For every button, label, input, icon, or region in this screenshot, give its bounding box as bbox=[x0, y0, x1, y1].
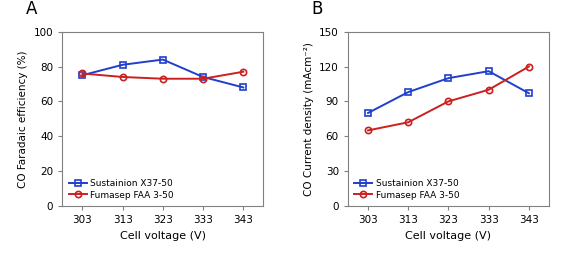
Sustainion X37-50 bbox=[445, 77, 452, 80]
Fumasep FAA 3-50 bbox=[119, 76, 126, 79]
Fumasep FAA 3-50 bbox=[405, 121, 411, 124]
Line: Sustainion X37-50: Sustainion X37-50 bbox=[365, 68, 532, 116]
Sustainion X37-50 bbox=[200, 76, 207, 79]
Text: A: A bbox=[26, 0, 37, 18]
Y-axis label: CO Faradaic efficiency (%): CO Faradaic efficiency (%) bbox=[18, 50, 28, 187]
Legend: Sustainion X37-50, Fumasep FAA 3-50: Sustainion X37-50, Fumasep FAA 3-50 bbox=[67, 177, 175, 201]
Fumasep FAA 3-50 bbox=[200, 77, 207, 80]
Y-axis label: CO Current density (mAcm⁻²): CO Current density (mAcm⁻²) bbox=[303, 42, 314, 196]
Fumasep FAA 3-50 bbox=[160, 77, 166, 80]
Fumasep FAA 3-50 bbox=[445, 100, 452, 103]
Sustainion X37-50 bbox=[405, 91, 411, 94]
Fumasep FAA 3-50 bbox=[240, 70, 247, 73]
Sustainion X37-50 bbox=[119, 63, 126, 66]
Fumasep FAA 3-50 bbox=[365, 129, 371, 132]
Sustainion X37-50 bbox=[525, 92, 532, 95]
X-axis label: Cell voltage (V): Cell voltage (V) bbox=[405, 230, 491, 241]
Fumasep FAA 3-50 bbox=[525, 65, 532, 68]
Sustainion X37-50 bbox=[160, 58, 166, 61]
X-axis label: Cell voltage (V): Cell voltage (V) bbox=[120, 230, 206, 241]
Line: Sustainion X37-50: Sustainion X37-50 bbox=[79, 56, 246, 91]
Sustainion X37-50 bbox=[485, 70, 492, 73]
Legend: Sustainion X37-50, Fumasep FAA 3-50: Sustainion X37-50, Fumasep FAA 3-50 bbox=[353, 177, 461, 201]
Sustainion X37-50 bbox=[240, 86, 247, 89]
Line: Fumasep FAA 3-50: Fumasep FAA 3-50 bbox=[365, 63, 532, 134]
Line: Fumasep FAA 3-50: Fumasep FAA 3-50 bbox=[79, 69, 246, 82]
Text: B: B bbox=[312, 0, 323, 18]
Sustainion X37-50 bbox=[365, 111, 371, 115]
Sustainion X37-50 bbox=[79, 74, 86, 77]
Fumasep FAA 3-50 bbox=[485, 88, 492, 91]
Fumasep FAA 3-50 bbox=[79, 72, 86, 75]
